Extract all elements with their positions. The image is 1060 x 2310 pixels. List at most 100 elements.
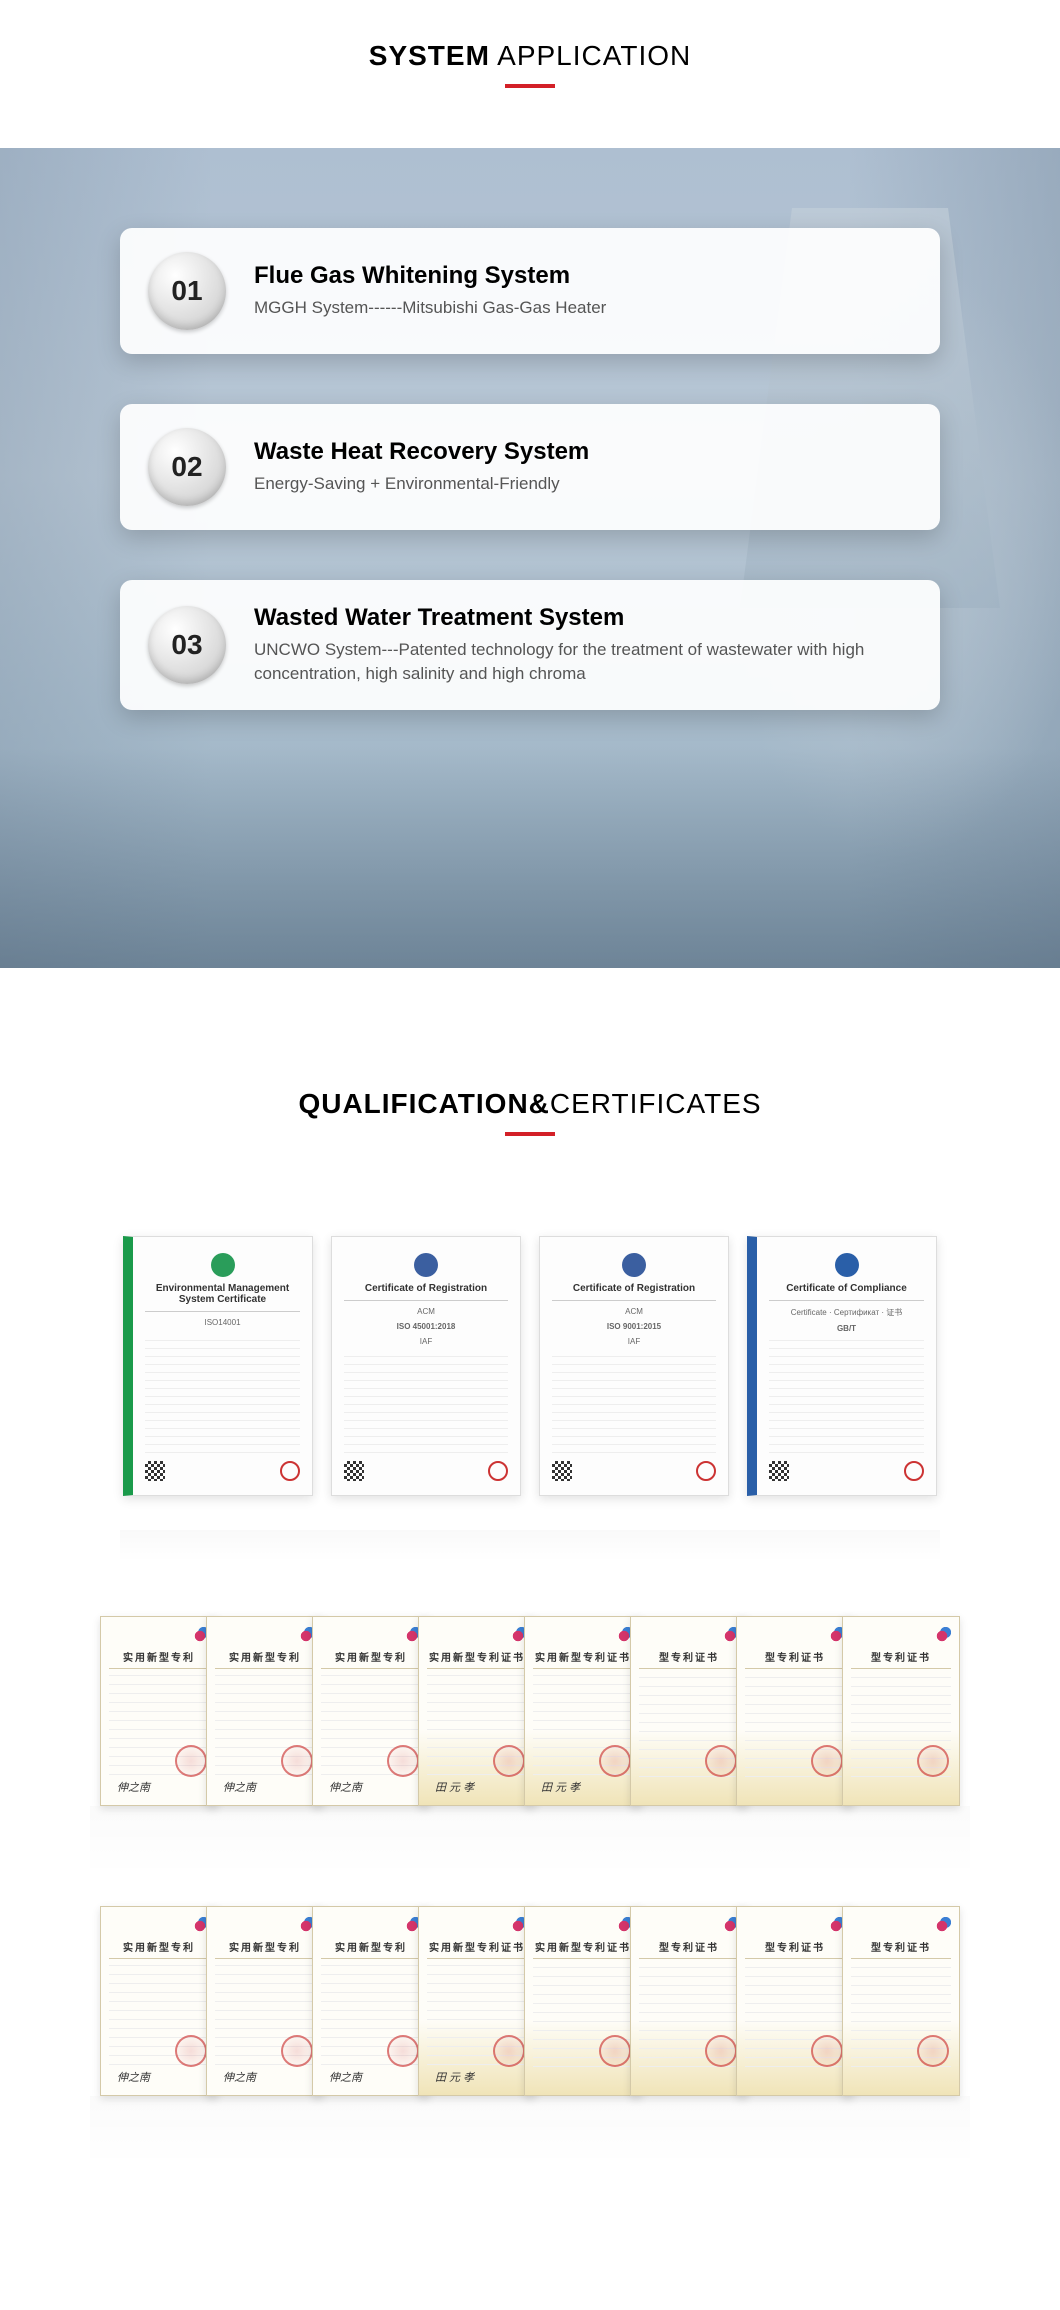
title-text: SYSTEM APPLICATION [0, 40, 1060, 72]
red-seal-icon [917, 2035, 949, 2067]
red-seal-icon [493, 1745, 525, 1777]
cert-body-text [552, 1352, 716, 1453]
patent-certificate: 实用新型专利证书田 元 孝 [524, 1616, 642, 1806]
qr-code-icon [769, 1461, 789, 1481]
signature: 伸之南 [329, 1779, 362, 1795]
title-light: CERTIFICATES [550, 1088, 762, 1119]
red-seal-icon [811, 1745, 843, 1777]
patent-title: 型专利证书 [871, 1649, 931, 1664]
reflection-graphic [90, 1806, 970, 1876]
patent-title: 型专利证书 [765, 1939, 825, 1954]
qr-code-icon [552, 1461, 572, 1481]
patent-certificate: 实用新型专利证书田 元 孝 [418, 1616, 536, 1806]
divider [321, 1668, 421, 1669]
patent-certificate: 实用新型专利证书 [524, 1906, 642, 2096]
patent-row-2: 实用新型专利伸之南实用新型专利伸之南实用新型专利伸之南实用新型专利证书田 元 孝… [90, 1906, 970, 2096]
hero-banner: 01 Flue Gas Whitening System MGGH System… [0, 148, 1060, 968]
red-seal-icon [705, 1745, 737, 1777]
divider [851, 1668, 951, 1669]
card-text: Flue Gas Whitening System MGGH System---… [254, 262, 606, 320]
cert-body-text [344, 1352, 508, 1453]
cert-logo-icon [211, 1253, 235, 1277]
cert-org: ACM [417, 1307, 435, 1316]
iso-certificate: Certificate of ComplianceCertificate · С… [747, 1236, 937, 1496]
signature: 田 元 孝 [435, 1779, 474, 1795]
card-heading: Waste Heat Recovery System [254, 438, 589, 466]
signature: 田 元 孝 [541, 1779, 580, 1795]
system-application-title: SYSTEM APPLICATION [0, 0, 1060, 108]
signature: 伸之南 [223, 2069, 256, 2085]
cert-iaf: IAF [420, 1337, 432, 1346]
cert-footer [145, 1459, 300, 1483]
patent-certificate: 型专利证书 [630, 1906, 748, 2096]
seal-icon [488, 1461, 508, 1481]
red-seal-icon [387, 2035, 419, 2067]
cert-title: Environmental Management System Certific… [145, 1283, 300, 1305]
cert-standard: ISO 45001:2018 [397, 1322, 456, 1331]
red-seal-icon [599, 1745, 631, 1777]
cert-footer [552, 1459, 716, 1483]
patent-title: 实用新型专利证书 [429, 1649, 525, 1664]
cert-body-text [769, 1339, 924, 1453]
patent-title: 型专利证书 [871, 1939, 931, 1954]
red-seal-icon [493, 2035, 525, 2067]
card-number: 02 [148, 428, 226, 506]
patent-title: 型专利证书 [659, 1649, 719, 1664]
patent-title: 实用新型专利 [335, 1939, 407, 1954]
seal-icon [280, 1461, 300, 1481]
patent-certificate: 实用新型专利伸之南 [206, 1906, 324, 2096]
cert-body-text [145, 1333, 300, 1453]
divider [639, 1958, 739, 1959]
patent-logo-icon [933, 1917, 951, 1935]
divider [427, 1668, 527, 1669]
patent-title: 型专利证书 [659, 1939, 719, 1954]
cert-title: Certificate of Compliance [786, 1283, 907, 1294]
seal-icon [904, 1461, 924, 1481]
cert-logo-icon [622, 1253, 646, 1277]
red-seal-icon [175, 1745, 207, 1777]
cert-logo-icon [835, 1253, 859, 1277]
divider [639, 1668, 739, 1669]
cert-standard: ISO 9001:2015 [607, 1322, 661, 1331]
patent-certificate: 型专利证书 [736, 1906, 854, 2096]
card-text: Waste Heat Recovery System Energy-Saving… [254, 438, 589, 496]
card-sub: UNCWO System---Patented technology for t… [254, 638, 912, 686]
divider [109, 1958, 209, 1959]
red-seal-icon [281, 2035, 313, 2067]
red-seal-icon [281, 1745, 313, 1777]
divider [215, 1958, 315, 1959]
divider [533, 1668, 633, 1669]
divider [321, 1958, 421, 1959]
divider [552, 1300, 716, 1301]
title-bold: QUALIFICATION& [298, 1088, 549, 1119]
reflection-graphic [120, 1530, 940, 1562]
system-card-02: 02 Waste Heat Recovery System Energy-Sav… [120, 404, 940, 530]
seal-icon [696, 1461, 716, 1481]
cert-footer [769, 1459, 924, 1483]
card-number: 03 [148, 606, 226, 684]
cert-standard: GB/T [837, 1324, 856, 1333]
industrial-structure-graphic [0, 748, 1060, 968]
title-text: QUALIFICATION&CERTIFICATES [0, 1088, 1060, 1120]
patent-certificate: 实用新型专利证书田 元 孝 [418, 1906, 536, 2096]
cert-org: ISO14001 [204, 1318, 240, 1327]
certificates-section: Environmental Management System Certific… [0, 1156, 1060, 2226]
signature: 伸之南 [329, 2069, 362, 2085]
red-seal-icon [599, 2035, 631, 2067]
patent-title: 实用新型专利证书 [535, 1939, 631, 1954]
divider [145, 1311, 300, 1312]
signature: 伸之南 [117, 2069, 150, 2085]
cert-logo-icon [414, 1253, 438, 1277]
patent-title: 实用新型专利 [229, 1939, 301, 1954]
title-light: APPLICATION [490, 40, 691, 71]
divider [427, 1958, 527, 1959]
title-underline [505, 84, 555, 88]
iso-certificate-row: Environmental Management System Certific… [60, 1236, 1000, 1496]
patent-certificate: 实用新型专利伸之南 [100, 1616, 218, 1806]
patent-certificate: 实用新型专利伸之南 [312, 1906, 430, 2096]
cert-iaf: IAF [628, 1337, 640, 1346]
reflection-graphic [90, 2096, 970, 2166]
patent-title: 实用新型专利证书 [429, 1939, 525, 1954]
red-seal-icon [387, 1745, 419, 1777]
system-cards: 01 Flue Gas Whitening System MGGH System… [0, 148, 1060, 710]
